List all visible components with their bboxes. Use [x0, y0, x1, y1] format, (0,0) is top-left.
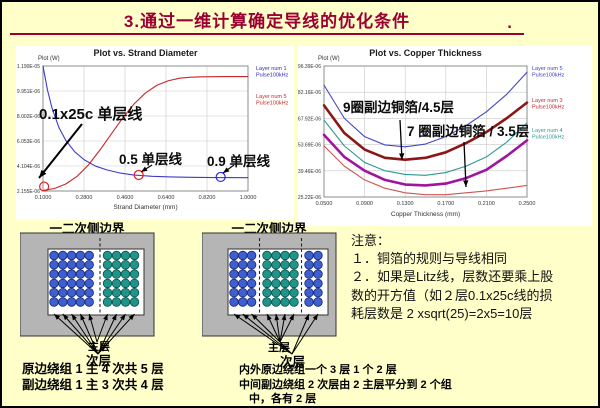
caption-line: 中间副边绕组 2 次层由 2 主层平分到 2 个组 [239, 378, 452, 391]
slide-title-period: . [507, 13, 512, 32]
svg-text:39.46E-06: 39.46E-06 [298, 169, 321, 175]
svg-text:0.2800: 0.2800 [76, 195, 93, 201]
right-sub-layer-label: 次层 [280, 355, 306, 369]
annotation-0.1x25c: 0.1x25c 单层线 [39, 106, 143, 123]
svg-text:Layer num 1: Layer num 1 [256, 66, 287, 72]
svg-text:Pulse100kHz: Pulse100kHz [256, 101, 289, 107]
svg-text:6.053E-06: 6.053E-06 [17, 139, 40, 145]
svg-text:2.155E-06: 2.155E-06 [17, 189, 40, 195]
svg-text:Layer num 4: Layer num 4 [532, 128, 563, 134]
svg-text:Layer num 5: Layer num 5 [256, 94, 287, 100]
left-sub-layer-label: 次层 [86, 354, 112, 368]
svg-text:4.104E-06: 4.104E-06 [17, 164, 40, 170]
annotation-9turn-foil: 9圈副边铜箔/4.5层 [343, 100, 455, 115]
caption-line: 原边绕组 1 主 4 次共 5 层 [22, 362, 164, 376]
caption-line: 副边绕组 1 主 3 次共 4 层 [22, 378, 164, 392]
slide-title-row: 3.通过一维计算确定导线的优化条件 . [10, 7, 524, 35]
left-winding-diagram [20, 232, 155, 355]
strand-chart-panel: 0.1000 0.2800 0.4600 0.6400 0.8200 1.0000 1.19… [16, 46, 294, 220]
notes-line: ２．如果是Litz线，层数还要乘上股 [351, 269, 554, 285]
strand-diameter-chart: 0.1000 0.2800 0.4600 0.6400 0.8200 1.0000 1.19… [17, 48, 289, 211]
svg-text:Pulse100kHz: Pulse100kHz [532, 135, 565, 141]
svg-text:96.39E-06: 96.39E-06 [298, 64, 321, 70]
svg-text:Pulse100kHz: Pulse100kHz [256, 73, 289, 79]
right-main-layer-label: 主层 [268, 342, 290, 354]
svg-text:0.1300: 0.1300 [397, 201, 414, 207]
svg-text:0.6400: 0.6400 [158, 195, 175, 201]
svg-text:Plot (W): Plot (W) [318, 56, 340, 62]
annotation-7turn-foil: 7 圈副边铜箔 / 3.5层 [407, 124, 530, 139]
svg-text:82.16E-06: 82.16E-06 [298, 90, 321, 96]
svg-text:Plot (W): Plot (W) [38, 56, 60, 62]
annotation-0.9: 0.9 单层线 [207, 154, 271, 169]
svg-text:0.0900: 0.0900 [356, 201, 373, 207]
svg-text:0.1000: 0.1000 [35, 195, 52, 201]
svg-text:0.2100: 0.2100 [478, 201, 495, 207]
right-winding-diagram [202, 232, 337, 355]
svg-text:Strand Diameter (mm): Strand Diameter (mm) [113, 204, 177, 211]
svg-text:53.69E-06: 53.69E-06 [298, 143, 321, 149]
svg-text:Plot vs. Strand Diameter: Plot vs. Strand Diameter [93, 48, 198, 58]
svg-text:1.190E-05: 1.190E-05 [17, 64, 40, 70]
svg-text:67.92E-06: 67.92E-06 [298, 116, 321, 122]
svg-text:Layer num 3: Layer num 3 [532, 98, 563, 104]
svg-text:0.2500: 0.2500 [519, 201, 536, 207]
svg-text:0.1700: 0.1700 [437, 201, 454, 207]
svg-text:Pulse100kHz: Pulse100kHz [532, 73, 565, 79]
caption-line: 中，各有 2 层 [249, 393, 317, 405]
copper-chart-panel: 0.0500 0.0900 0.1300 0.1700 0.2100 0.2500 96.3… [298, 46, 592, 226]
caption-line: 内外原边绕组一个 3 层 1 个 2 层 [239, 364, 397, 376]
svg-text:9.951E-06: 9.951E-06 [17, 89, 40, 95]
svg-text:Pulse100kHz: Pulse100kHz [532, 105, 565, 111]
right-diagram-caption: 内外原边绕组一个 3 层 1 个 2 层 中间副边绕组 2 次层由 2 主层平分… [239, 363, 454, 406]
copper-thickness-chart: 0.0500 0.0900 0.1300 0.1700 0.2100 0.2500 96.3… [298, 48, 565, 218]
notes-block: 注意： １．铜箔的规则与导线相同 ２．如果是Litz线，层数还要乘上股 数的开方… [351, 232, 593, 323]
svg-text:Plot vs. Copper Thickness: Plot vs. Copper Thickness [369, 48, 482, 58]
svg-text:0.4600: 0.4600 [117, 195, 134, 201]
svg-text:25.22E-06: 25.22E-06 [298, 195, 321, 201]
svg-text:Copper Thickness (mm): Copper Thickness (mm) [391, 211, 460, 218]
notes-line: 数的开方值（如２层0.1x25c线的损 [351, 287, 553, 303]
svg-text:Layer num 5: Layer num 5 [532, 66, 563, 72]
svg-text:0.8200: 0.8200 [199, 195, 216, 201]
notes-line: 耗层数是 2 xsqrt(25)=2x5=10层 [351, 305, 533, 321]
svg-text:0.0500: 0.0500 [316, 201, 333, 207]
left-main-layer-label: 主层 [88, 341, 110, 353]
notes-line: １．铜箔的规则与导线相同 [351, 251, 508, 267]
slide-title: 3.通过一维计算确定导线的优化条件 [123, 12, 411, 31]
svg-text:1.0000: 1.0000 [240, 195, 257, 201]
notes-line: 注意： [351, 233, 391, 248]
left-diagram-caption: 原边绕组 1 主 4 次共 5 层 副边绕组 1 主 3 次共 4 层 [22, 361, 164, 393]
svg-text:8.002E-06: 8.002E-06 [17, 114, 40, 120]
annotation-0.5: 0.5 单层线 [119, 152, 183, 167]
